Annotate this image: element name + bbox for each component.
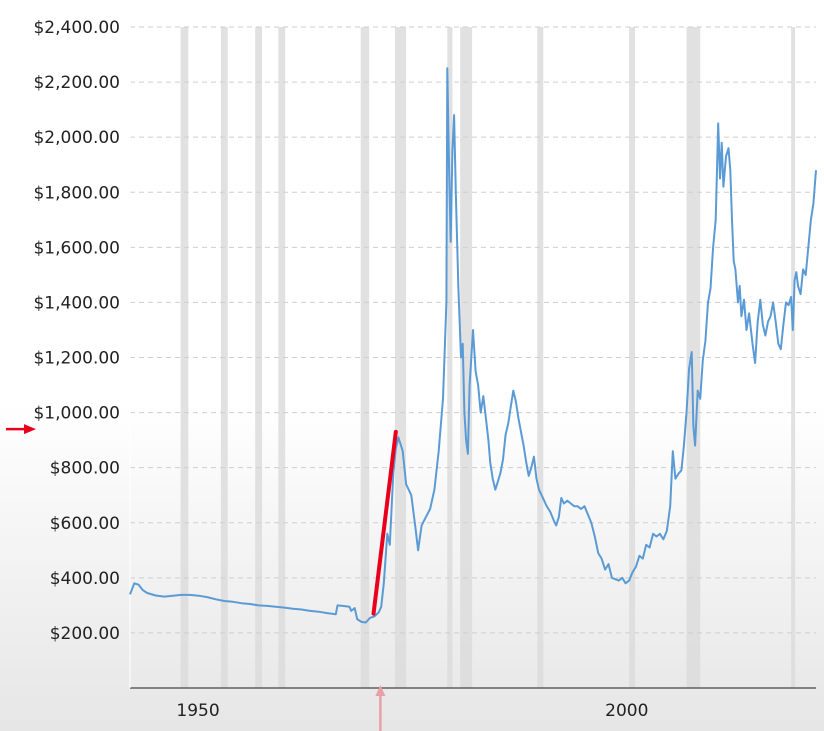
recession-band xyxy=(629,27,636,688)
price-line xyxy=(129,67,817,624)
y-axis-tick-labels: $200.00 $400.00 $600.00 $800.00 $1,000.00 $1,… xyxy=(33,18,120,644)
y-tick-label: $2,200.00 xyxy=(33,73,120,93)
y-tick-label: $1,800.00 xyxy=(33,183,120,203)
x-axis: 1950 2000 xyxy=(129,22,816,721)
y-tick-label: $800.00 xyxy=(50,459,120,479)
annotations xyxy=(6,424,398,731)
y-tick-label: $600.00 xyxy=(50,514,120,534)
price-series xyxy=(129,67,817,624)
red-trend-line xyxy=(371,429,398,616)
recession-band xyxy=(278,27,286,688)
y-tick-label: $1,600.00 xyxy=(33,238,120,258)
y-tick-label: $2,400.00 xyxy=(33,18,120,38)
recession-band xyxy=(791,27,796,688)
x-tick-label: 1950 xyxy=(176,701,219,721)
y-tick-label: $400.00 xyxy=(50,569,120,589)
red-arrow-icon xyxy=(24,424,36,435)
y-tick-label: $1,400.00 xyxy=(33,293,120,313)
y-tick-label: $1,200.00 xyxy=(33,349,120,369)
y-tick-label: $1,000.00 xyxy=(33,404,120,424)
horizontal-gridlines xyxy=(130,26,816,634)
y-tick-label: $200.00 xyxy=(50,624,120,644)
y-tick-label: $2,000.00 xyxy=(33,128,120,148)
recession-band xyxy=(537,27,544,688)
pink-arrow-icon xyxy=(375,685,386,696)
x-tick-label: 2000 xyxy=(605,701,648,721)
